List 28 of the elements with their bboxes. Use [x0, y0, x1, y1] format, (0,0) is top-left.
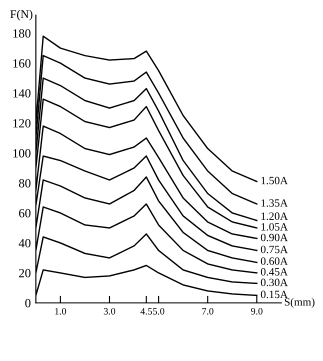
x-tick-label: 9.0 [251, 308, 262, 315]
y-tick-label: 160 [13, 59, 31, 68]
series-label: 0.90A [260, 234, 288, 242]
series-label: 0.15A [260, 290, 288, 298]
x-tick-label: 5.0 [153, 308, 164, 315]
y-tick-label: 180 [13, 29, 31, 38]
y-tick-label: 120 [13, 119, 31, 128]
y-tick-label: 100 [13, 149, 31, 158]
series-label: 0.30A [260, 278, 288, 286]
y-tick-label: 140 [13, 89, 31, 98]
y-axis-title: F(N) [10, 10, 32, 21]
y-tick-label: 40 [18, 238, 31, 248]
y-tick-label: 0 [25, 298, 31, 308]
x-axis-title: S(mm) [284, 298, 314, 308]
series-label: 0.45A [260, 268, 288, 276]
series-label: 0.75A [260, 246, 288, 254]
x-tick-label: 1.0 [55, 308, 66, 315]
x-tick-label: 7.0 [202, 308, 214, 315]
series-label: 1.50A [261, 176, 288, 184]
x-tick-label: 3.0 [104, 308, 116, 315]
x-tick-label: 4.5 [140, 308, 152, 315]
series-label: 1.05A [261, 223, 288, 231]
series-label: 1.35A [261, 199, 288, 207]
y-tick-label: 80 [18, 179, 31, 188]
y-tick-label: 20 [19, 268, 31, 278]
series-label: 1.20A [261, 212, 288, 220]
series-label: 0.60A [260, 257, 288, 265]
y-tick-label: 60 [19, 208, 31, 218]
